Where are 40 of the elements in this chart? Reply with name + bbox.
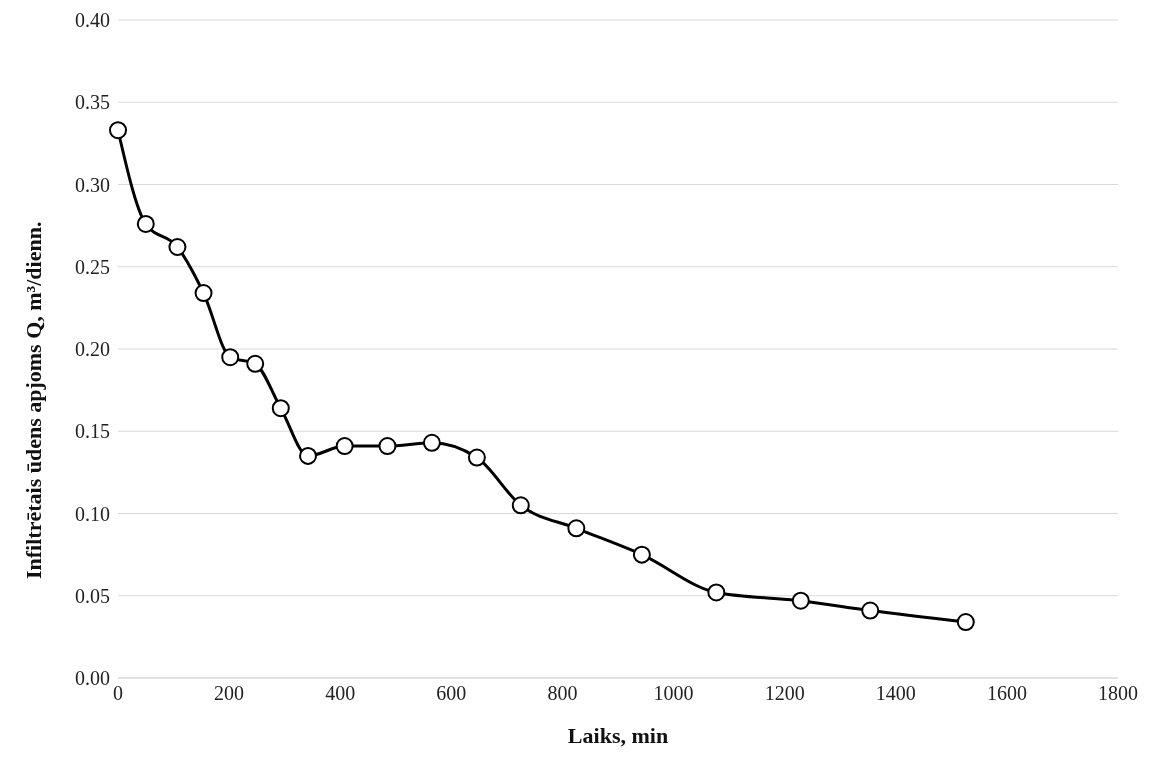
y-tick-label: 0.15 [75, 420, 110, 443]
y-tick-label: 0.25 [75, 255, 110, 278]
point [861, 601, 880, 620]
point [299, 446, 317, 465]
x-tick-label: 1000 [653, 682, 694, 705]
point [136, 214, 155, 233]
x-tick-label: 200 [214, 682, 245, 705]
y-tick-label: 0.10 [75, 502, 110, 525]
x-tick-label: 1800 [1098, 682, 1138, 705]
point [335, 437, 354, 456]
y-tick-label: 0.30 [75, 173, 110, 196]
point [271, 399, 290, 418]
x-tick-label: 1600 [986, 682, 1027, 705]
y-axis-title: Infiltrētais ūdens apjoms Q, m³/dienn. [20, 221, 46, 579]
point [511, 496, 530, 515]
point [168, 238, 187, 257]
y-tick-label: 0.40 [75, 9, 110, 32]
x-tick-label: 1200 [764, 682, 805, 705]
point [707, 583, 726, 602]
x-tick-label: 800 [547, 682, 578, 705]
point [109, 121, 127, 140]
x-tick-label: 0 [113, 682, 123, 705]
point [956, 613, 975, 632]
point [378, 437, 397, 456]
x-tick-label: 1400 [875, 682, 916, 705]
x-tick-label: 400 [325, 682, 356, 705]
point [422, 433, 441, 452]
point [467, 448, 486, 467]
point [221, 348, 240, 367]
point [567, 519, 586, 538]
point [632, 545, 651, 564]
point [194, 284, 213, 303]
y-tick-label: 0.20 [75, 338, 110, 361]
y-tick-label: 0.35 [75, 91, 110, 114]
x-tick-label: 600 [436, 682, 467, 705]
y-tick-label: 0.05 [75, 584, 110, 607]
point [246, 354, 265, 373]
x-axis-title: Laiks, min [567, 723, 669, 748]
point [791, 591, 810, 610]
y-tick-label: 0.00 [75, 667, 110, 690]
